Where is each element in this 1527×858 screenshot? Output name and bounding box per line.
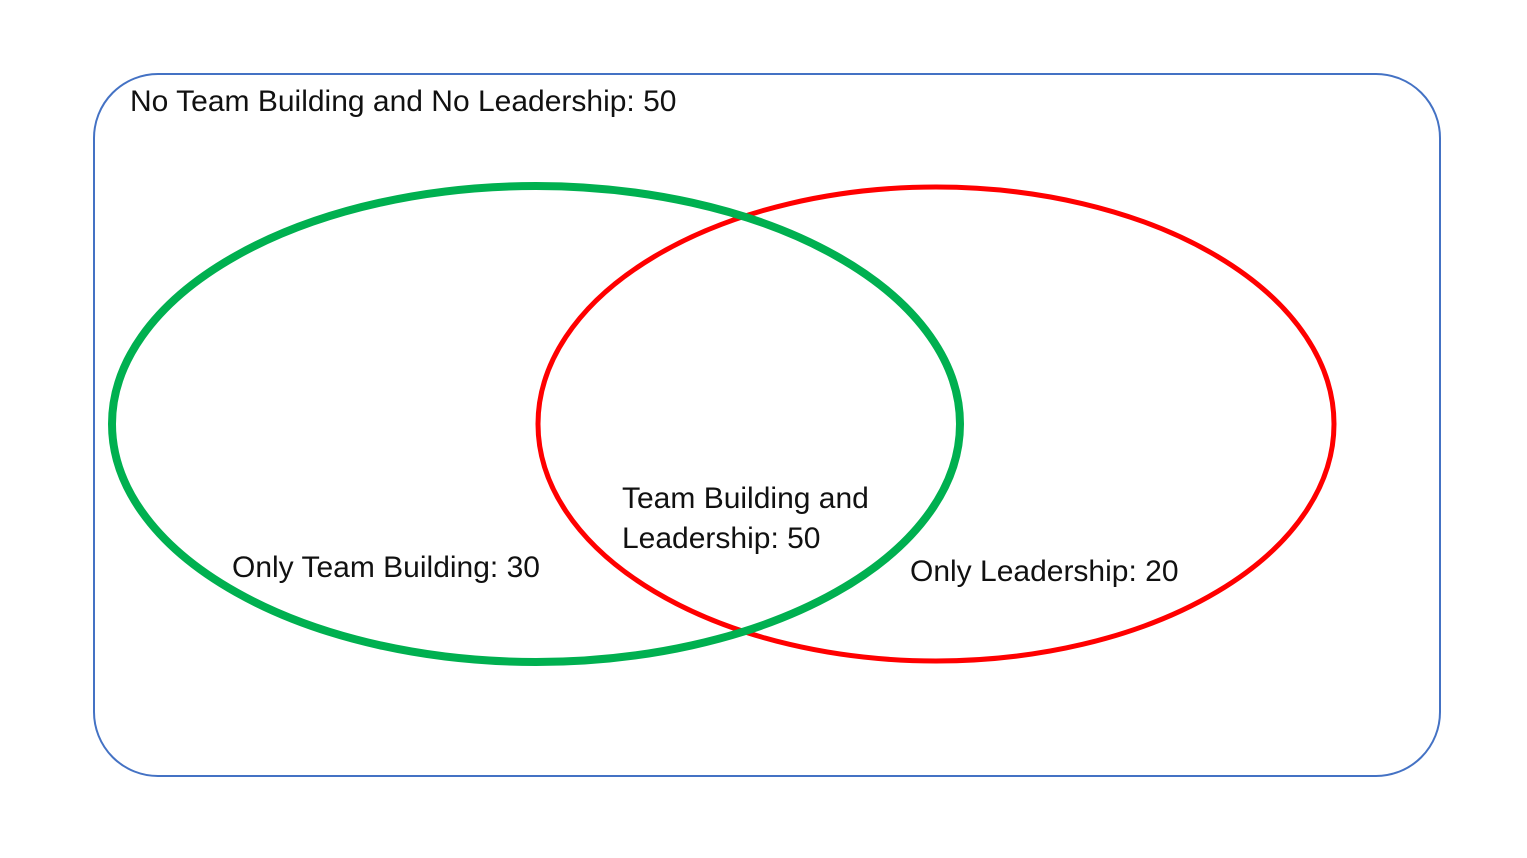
- leadership-set-ellipse: [535, 184, 1337, 664]
- team-building-set-ellipse: [108, 182, 964, 666]
- intersection-label-line-2: Leadership: 50: [622, 522, 821, 555]
- universe-rectangle: [93, 73, 1441, 777]
- region-label-intersection: Team Building and Leadership: 50: [622, 479, 869, 559]
- region-label-only-leadership: Only Leadership: 20: [910, 555, 1179, 588]
- region-label-only-team-building: Only Team Building: 30: [232, 551, 540, 584]
- intersection-label-line-1: Team Building and: [622, 482, 869, 515]
- region-label-outside: No Team Building and No Leadership: 50: [130, 85, 677, 118]
